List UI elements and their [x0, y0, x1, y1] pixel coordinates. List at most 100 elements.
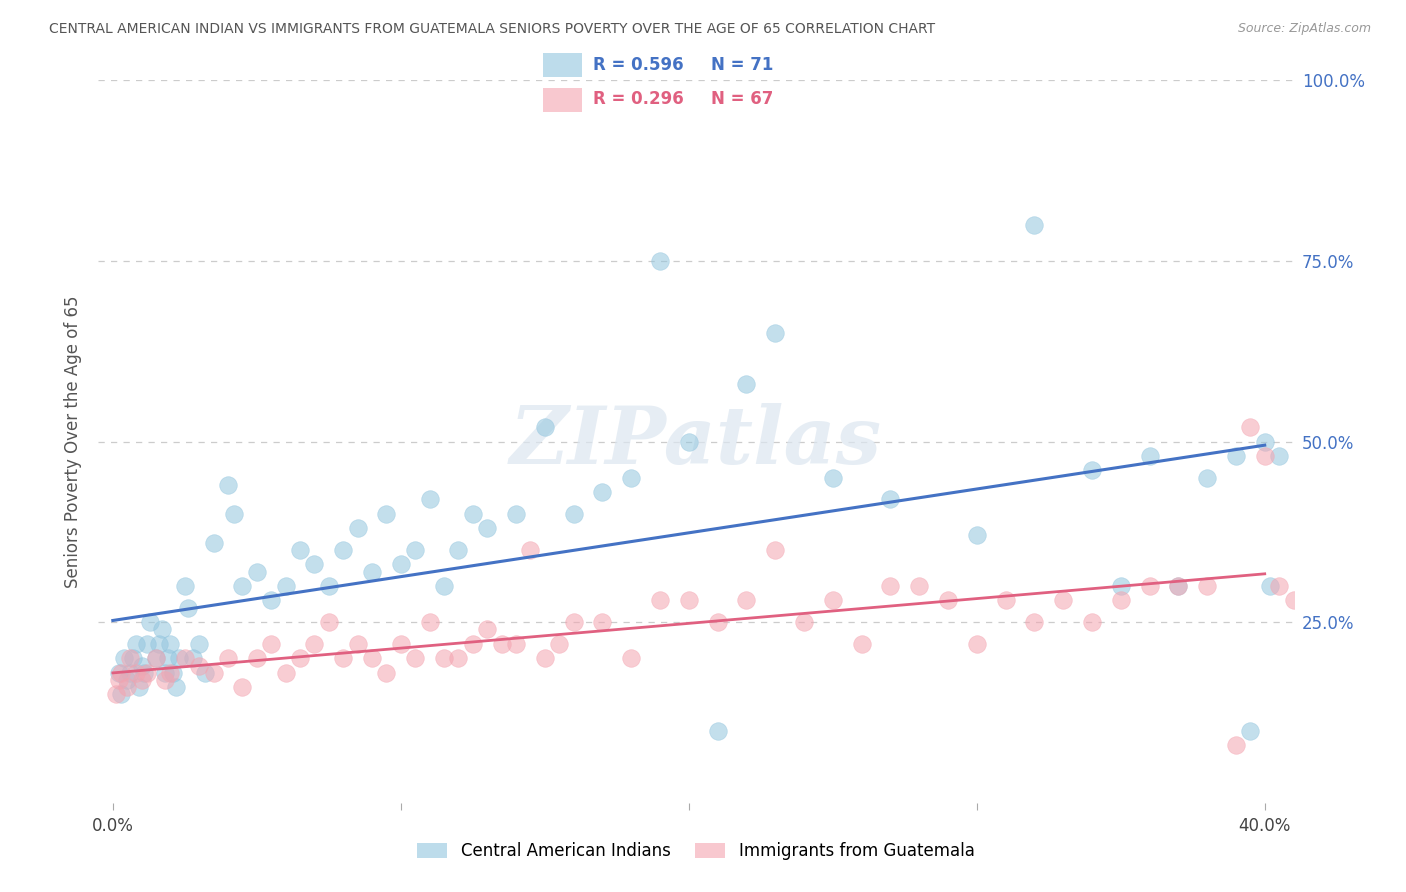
Point	[318, 615, 340, 630]
Point	[162, 665, 184, 680]
Point	[1167, 579, 1189, 593]
Point	[304, 637, 326, 651]
Legend: Central American Indians, Immigrants from Guatemala: Central American Indians, Immigrants fro…	[411, 836, 981, 867]
Point	[122, 651, 145, 665]
Bar	[543, 87, 582, 112]
Point	[1239, 723, 1261, 738]
Point	[648, 253, 671, 268]
Point	[145, 651, 167, 665]
Point	[1296, 579, 1319, 593]
Point	[153, 665, 176, 680]
Point	[591, 485, 613, 500]
Point	[115, 680, 138, 694]
Point	[110, 687, 132, 701]
Point	[477, 521, 499, 535]
Point	[304, 558, 326, 572]
Point	[1024, 218, 1046, 232]
Point	[246, 651, 269, 665]
Point	[461, 637, 484, 651]
Point	[150, 623, 173, 637]
Point	[217, 651, 239, 665]
Point	[1167, 579, 1189, 593]
Point	[620, 471, 643, 485]
Point	[136, 665, 159, 680]
Point	[1268, 449, 1291, 463]
Point	[1197, 579, 1219, 593]
Point	[404, 542, 426, 557]
Point	[246, 565, 269, 579]
Point	[678, 434, 700, 449]
Point	[447, 651, 470, 665]
Point	[735, 593, 758, 607]
Point	[1225, 738, 1247, 752]
Text: Source: ZipAtlas.com: Source: ZipAtlas.com	[1237, 22, 1371, 36]
Point	[167, 651, 190, 665]
Point	[222, 507, 245, 521]
Point	[375, 507, 398, 521]
Point	[288, 651, 311, 665]
Point	[966, 528, 988, 542]
Point	[678, 593, 700, 607]
Point	[447, 542, 470, 557]
Text: N = 67: N = 67	[711, 90, 773, 108]
Point	[404, 651, 426, 665]
Point	[419, 615, 441, 630]
Point	[533, 651, 555, 665]
Point	[125, 665, 148, 680]
Point	[361, 651, 384, 665]
Point	[1282, 593, 1305, 607]
Point	[131, 673, 153, 687]
Point	[131, 658, 153, 673]
Point	[879, 492, 901, 507]
Point	[433, 651, 456, 665]
Point	[202, 535, 225, 549]
Point	[274, 665, 297, 680]
Text: ZIPatlas: ZIPatlas	[510, 403, 882, 480]
Point	[966, 637, 988, 651]
Point	[491, 637, 513, 651]
Point	[461, 507, 484, 521]
Bar	[543, 53, 582, 78]
Point	[505, 507, 527, 521]
Point	[188, 658, 211, 673]
Point	[173, 651, 195, 665]
Point	[156, 651, 179, 665]
Point	[120, 665, 142, 680]
Point	[433, 579, 456, 593]
Point	[145, 651, 167, 665]
Point	[591, 615, 613, 630]
Point	[562, 615, 585, 630]
Point	[260, 593, 283, 607]
Point	[231, 680, 253, 694]
Point	[159, 665, 181, 680]
Point	[1268, 579, 1291, 593]
Point	[188, 637, 211, 651]
Point	[419, 492, 441, 507]
Point	[125, 637, 148, 651]
Point	[1081, 463, 1104, 477]
Point	[735, 376, 758, 391]
Text: CENTRAL AMERICAN INDIAN VS IMMIGRANTS FROM GUATEMALA SENIORS POVERTY OVER THE AG: CENTRAL AMERICAN INDIAN VS IMMIGRANTS FR…	[49, 22, 935, 37]
Point	[519, 542, 541, 557]
Point	[620, 651, 643, 665]
Point	[288, 542, 311, 557]
Point	[1109, 593, 1132, 607]
Point	[908, 579, 931, 593]
Point	[260, 637, 283, 651]
Point	[104, 687, 127, 701]
Point	[148, 637, 170, 651]
Point	[706, 723, 728, 738]
Point	[136, 637, 159, 651]
Point	[879, 579, 901, 593]
Point	[562, 507, 585, 521]
Point	[389, 637, 412, 651]
Point	[533, 420, 555, 434]
Point	[134, 665, 156, 680]
Point	[332, 651, 354, 665]
Point	[139, 615, 162, 630]
Point	[389, 558, 412, 572]
Point	[1239, 420, 1261, 434]
Point	[176, 600, 198, 615]
Text: N = 71: N = 71	[711, 56, 773, 74]
Point	[194, 665, 217, 680]
